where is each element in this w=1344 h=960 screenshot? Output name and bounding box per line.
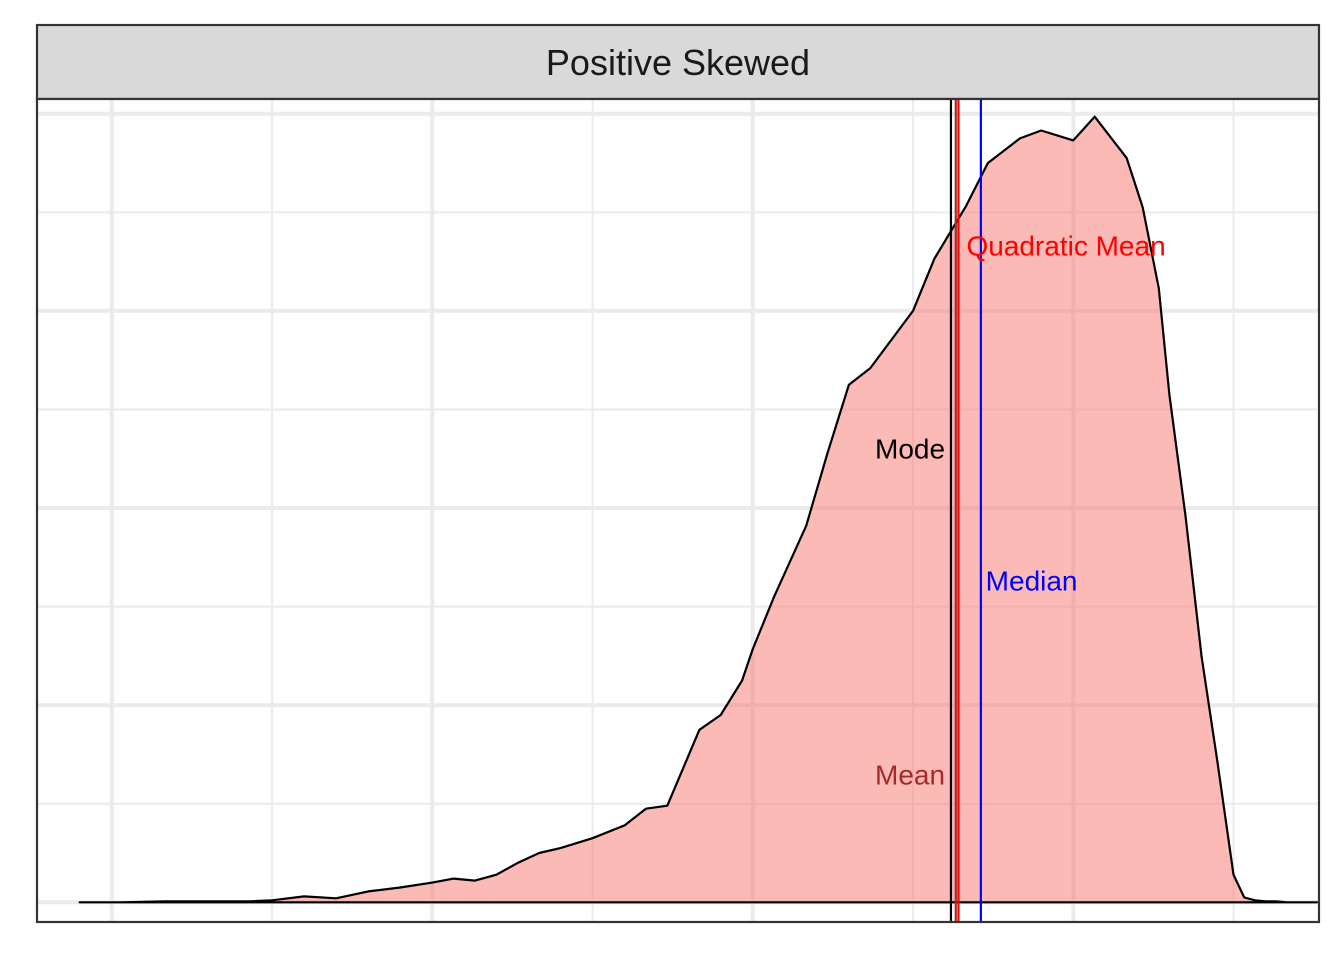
mode-label: Mode [875,433,945,464]
facet-strip: Positive Skewed [35,23,1321,101]
density-layer [78,115,1318,904]
quadratic-mean-label: Quadratic Mean [966,230,1165,261]
plot-panel: Mode Quadratic Mean Median Mean [35,97,1321,924]
strip-background [35,23,1321,101]
density-area-fill [79,116,1317,903]
mean-label: Mean [875,760,945,791]
chart-title: Positive Skewed [546,42,810,83]
reference-lines [949,99,982,922]
annotation-labels: Mode Quadratic Mean Median Mean [875,230,1166,790]
density-curve [78,115,1318,904]
median-label: Median [986,565,1078,596]
panel-border [35,97,1321,924]
